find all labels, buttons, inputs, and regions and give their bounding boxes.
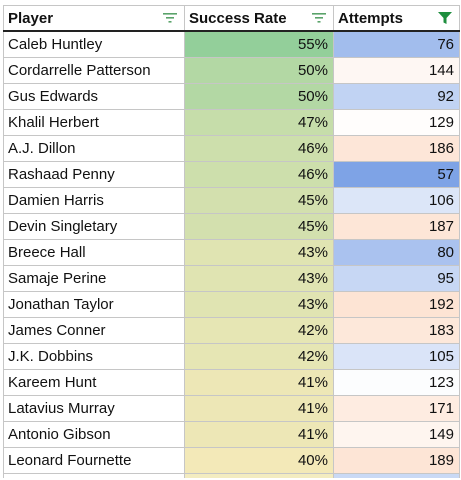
table-row: J.K. Dobbins 42% 105 <box>3 343 460 370</box>
table-row: Caleb Huntley 55% 76 <box>3 30 460 58</box>
cell-partial <box>3 473 185 478</box>
cell-attempts[interactable]: 129 <box>333 109 460 136</box>
header-row: Player Success Rate At <box>3 5 460 32</box>
table-row: Gus Edwards 50% 92 <box>3 83 460 110</box>
table-row: Breece Hall 43% 80 <box>3 239 460 266</box>
cell-player[interactable]: Devin Singletary <box>3 213 185 240</box>
cell-attempts[interactable]: 106 <box>333 187 460 214</box>
cell-attempts[interactable]: 92 <box>333 83 460 110</box>
cell-success-rate[interactable]: 42% <box>184 317 334 344</box>
cell-success-rate[interactable]: 40% <box>184 447 334 474</box>
cell-attempts[interactable]: 171 <box>333 395 460 422</box>
table-row: Khalil Herbert 47% 129 <box>3 109 460 136</box>
cell-success-rate[interactable]: 43% <box>184 291 334 318</box>
cell-player[interactable]: Gus Edwards <box>3 83 185 110</box>
header-attempts-label: Attempts <box>338 9 404 27</box>
table-row: Kareem Hunt 41% 123 <box>3 369 460 396</box>
header-success-rate[interactable]: Success Rate <box>184 5 334 32</box>
cell-attempts[interactable]: 76 <box>333 30 460 58</box>
filter-icon[interactable] <box>163 12 177 24</box>
table-row: Antonio Gibson 41% 149 <box>3 421 460 448</box>
cell-attempts[interactable]: 123 <box>333 369 460 396</box>
cell-attempts[interactable]: 192 <box>333 291 460 318</box>
table-row: Leonard Fournette 40% 189 <box>3 447 460 474</box>
cell-attempts[interactable]: 57 <box>333 161 460 188</box>
header-player-label: Player <box>8 9 54 27</box>
cell-player[interactable]: Latavius Murray <box>3 395 185 422</box>
cell-success-rate[interactable]: 46% <box>184 161 334 188</box>
cell-player[interactable]: Jonathan Taylor <box>3 291 185 318</box>
cell-success-rate[interactable]: 50% <box>184 83 334 110</box>
cell-attempts[interactable]: 105 <box>333 343 460 370</box>
header-player[interactable]: Player <box>3 5 185 32</box>
cell-success-rate[interactable]: 50% <box>184 57 334 84</box>
cell-success-rate[interactable]: 46% <box>184 135 334 162</box>
cell-success-rate[interactable]: 55% <box>184 30 334 58</box>
cell-attempts[interactable]: 144 <box>333 57 460 84</box>
cell-player[interactable]: A.J. Dillon <box>3 135 185 162</box>
spreadsheet: Player Success Rate At <box>3 5 460 478</box>
table-body: Caleb Huntley 55% 76 Cordarrelle Patterson 5… <box>3 30 460 478</box>
cell-attempts[interactable]: 80 <box>333 239 460 266</box>
cell-attempts[interactable]: 189 <box>333 447 460 474</box>
table-row-partial <box>3 473 460 478</box>
cell-player[interactable]: Kareem Hunt <box>3 369 185 396</box>
cell-player[interactable]: Breece Hall <box>3 239 185 266</box>
cell-attempts[interactable]: 95 <box>333 265 460 292</box>
table-row: Rashaad Penny 46% 57 <box>3 161 460 188</box>
cell-success-rate[interactable]: 47% <box>184 109 334 136</box>
cell-partial <box>333 473 460 478</box>
cell-success-rate[interactable]: 41% <box>184 421 334 448</box>
cell-success-rate[interactable]: 45% <box>184 187 334 214</box>
table-row: James Conner 42% 183 <box>3 317 460 344</box>
table-row: Jonathan Taylor 43% 192 <box>3 291 460 318</box>
filter-icon[interactable] <box>312 12 326 24</box>
cell-success-rate[interactable]: 41% <box>184 395 334 422</box>
table-row: Damien Harris 45% 106 <box>3 187 460 214</box>
data-table: Player Success Rate At <box>3 5 460 478</box>
cell-success-rate[interactable]: 42% <box>184 343 334 370</box>
cell-attempts[interactable]: 187 <box>333 213 460 240</box>
cell-player[interactable]: Khalil Herbert <box>3 109 185 136</box>
cell-player[interactable]: J.K. Dobbins <box>3 343 185 370</box>
cell-success-rate[interactable]: 43% <box>184 239 334 266</box>
cell-success-rate[interactable]: 41% <box>184 369 334 396</box>
cell-player[interactable]: Cordarrelle Patterson <box>3 57 185 84</box>
cell-player[interactable]: James Conner <box>3 317 185 344</box>
cell-player[interactable]: Damien Harris <box>3 187 185 214</box>
cell-player[interactable]: Samaje Perine <box>3 265 185 292</box>
header-success-rate-label: Success Rate <box>189 9 287 27</box>
header-attempts[interactable]: Attempts <box>333 5 460 32</box>
table-row: Latavius Murray 41% 171 <box>3 395 460 422</box>
cell-player[interactable]: Rashaad Penny <box>3 161 185 188</box>
cell-attempts[interactable]: 149 <box>333 421 460 448</box>
cell-player[interactable]: Leonard Fournette <box>3 447 185 474</box>
cell-partial <box>184 473 334 478</box>
table-row: Devin Singletary 45% 187 <box>3 213 460 240</box>
table-row: Samaje Perine 43% 95 <box>3 265 460 292</box>
table-row: Cordarrelle Patterson 50% 144 <box>3 57 460 84</box>
cell-attempts[interactable]: 183 <box>333 317 460 344</box>
cell-player[interactable]: Caleb Huntley <box>3 30 185 58</box>
cell-attempts[interactable]: 186 <box>333 135 460 162</box>
cell-player[interactable]: Antonio Gibson <box>3 421 185 448</box>
cell-success-rate[interactable]: 45% <box>184 213 334 240</box>
table-row: A.J. Dillon 46% 186 <box>3 135 460 162</box>
filter-active-icon[interactable] <box>438 12 452 24</box>
cell-success-rate[interactable]: 43% <box>184 265 334 292</box>
